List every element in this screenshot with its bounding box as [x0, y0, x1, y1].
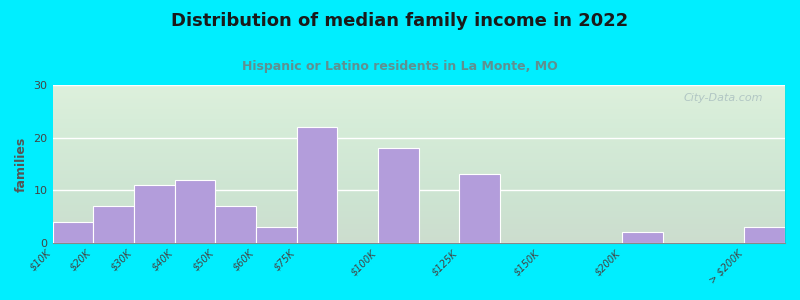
Bar	[459, 175, 500, 243]
Text: Distribution of median family income in 2022: Distribution of median family income in …	[171, 12, 629, 30]
Bar	[378, 148, 418, 243]
Bar	[256, 227, 297, 243]
Y-axis label: families: families	[15, 136, 28, 192]
Bar	[174, 180, 215, 243]
Bar	[297, 127, 338, 243]
Text: City-Data.com: City-Data.com	[683, 93, 763, 103]
Bar	[622, 232, 663, 243]
Bar	[53, 222, 94, 243]
Bar	[134, 185, 174, 243]
Bar	[215, 206, 256, 243]
Bar	[744, 227, 785, 243]
Text: Hispanic or Latino residents in La Monte, MO: Hispanic or Latino residents in La Monte…	[242, 60, 558, 73]
Bar	[94, 206, 134, 243]
